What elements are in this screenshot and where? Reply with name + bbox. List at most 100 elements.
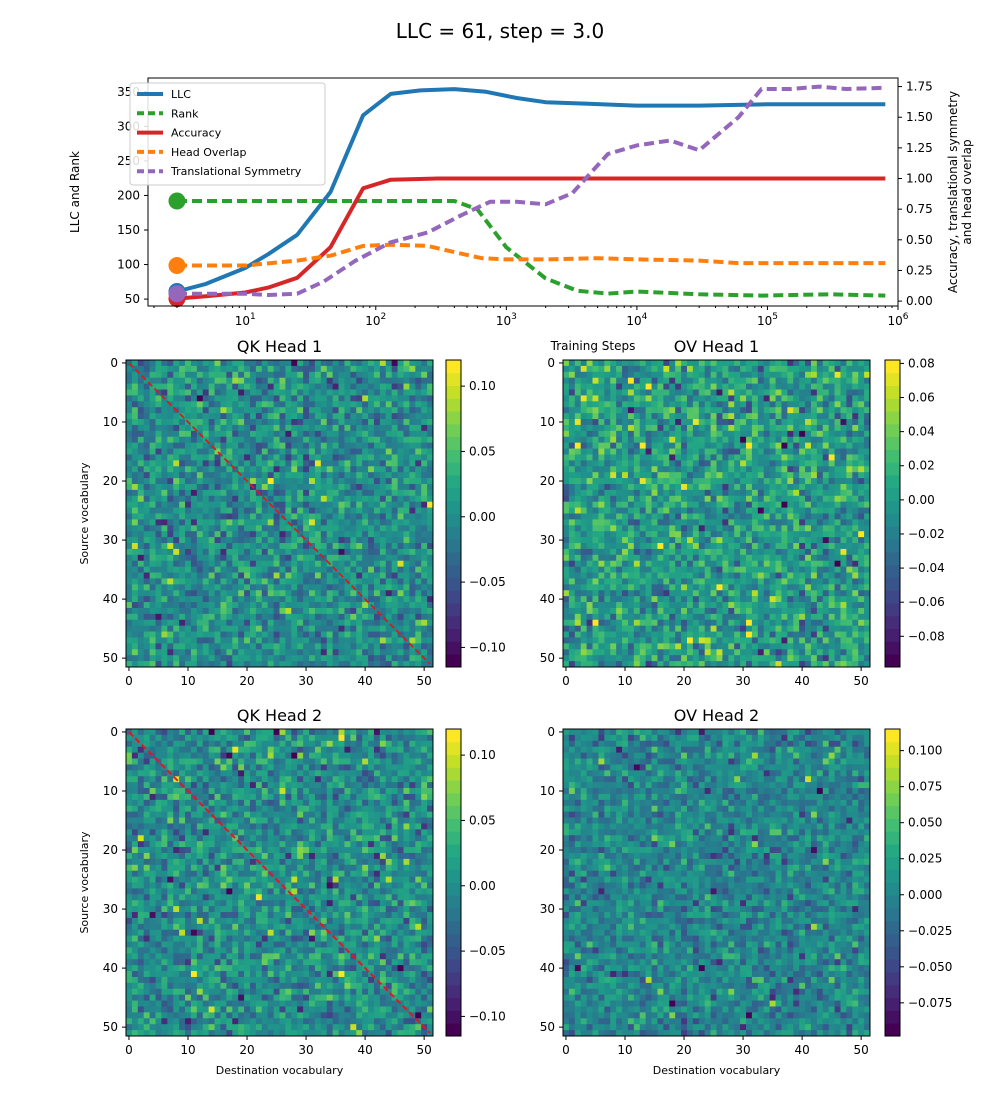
heatmap-cell [350, 442, 357, 449]
heatmap-cell [179, 525, 186, 532]
heatmap-cell [828, 424, 835, 432]
heatmap-cell [291, 590, 298, 597]
heatmap-cell [131, 483, 139, 491]
heatmap-cell [799, 395, 806, 402]
heatmap-cell [563, 436, 570, 444]
heatmap-cell [415, 554, 422, 562]
heatmap-cell [149, 377, 156, 385]
heatmap-cell [746, 413, 753, 420]
heatmap-cell [344, 430, 351, 438]
heatmap-cell [126, 495, 133, 503]
heatmap-cell [149, 371, 156, 379]
heatmap-cell [196, 365, 204, 373]
heatmap-cell [273, 360, 280, 367]
heatmap-cell [214, 602, 221, 609]
heatmap-cell [208, 419, 215, 426]
heatmap-cell [261, 602, 269, 609]
heatmap-cell [297, 454, 304, 461]
heatmap-cell [143, 602, 151, 609]
heatmap-cell [196, 596, 204, 603]
heatmap-cell [126, 407, 133, 414]
colorbar-band [446, 475, 461, 489]
heatmap-cell [810, 554, 818, 562]
heatmap-cell [373, 613, 381, 621]
heatmap-cell [362, 478, 369, 485]
heatmap-cell [592, 525, 599, 532]
heatmap-cell [799, 483, 806, 491]
heatmap-cell [279, 413, 286, 420]
heatmap-cell [291, 419, 298, 426]
heatmap-cell [297, 607, 304, 615]
heatmap-cell [421, 454, 428, 461]
heatmap-cell [757, 537, 765, 544]
heatmap-cell [858, 365, 865, 373]
heatmap-cell [232, 472, 239, 479]
heatmap-cell [167, 501, 174, 508]
heatmap-cell [202, 643, 210, 650]
heatmap-cell [852, 519, 859, 526]
heatmap-cell [563, 560, 570, 568]
heatmap-cell [810, 401, 818, 408]
heatmap-cell [645, 389, 652, 396]
heatmap-cell [143, 578, 151, 585]
heatmap-cell [208, 495, 215, 503]
heatmap-cell [763, 543, 771, 550]
heatmap-cell [368, 525, 375, 532]
heatmap-cell [350, 531, 357, 538]
heatmap-cell [261, 360, 269, 367]
heatmap-cell [226, 419, 233, 426]
heatmap-cell [787, 460, 794, 467]
heatmap-cell [314, 407, 322, 414]
heatmap-cell [604, 478, 611, 485]
heatmap-cell [297, 466, 304, 473]
heatmap-cell [639, 442, 647, 449]
heatmap-cell [627, 483, 635, 491]
heatmap-cell [309, 543, 316, 550]
heatmap-cell [740, 430, 747, 438]
series-marker-translational-symmetry [168, 285, 186, 303]
heatmap-cell [167, 607, 174, 615]
heatmap-cell [775, 424, 782, 432]
heatmap-cell [805, 519, 812, 526]
heatmap-cell [710, 389, 717, 396]
heatmap-cell [362, 436, 369, 444]
heatmap-cell [675, 566, 682, 573]
heatmap-cell [185, 489, 192, 497]
heatmap-cell [126, 501, 133, 508]
heatmap-cell [267, 607, 274, 615]
heatmap-cell [214, 472, 221, 479]
heatmap-cell [810, 472, 818, 479]
heatmap-cell [651, 566, 658, 573]
heatmap-cell [415, 407, 422, 414]
heatmap-cell [143, 607, 151, 615]
heatmap-cell [385, 383, 393, 390]
heatmap-cell [852, 566, 859, 573]
heatmap-cell [757, 401, 765, 408]
colorbar-band [446, 513, 461, 527]
heatmap-cell [244, 584, 251, 591]
heatmap-cell [167, 584, 174, 591]
heatmap-cell [338, 543, 345, 550]
heatmap-cell [303, 655, 310, 662]
heatmap-cell [415, 507, 422, 514]
heatmap-cell [190, 525, 198, 532]
heatmap-cell [751, 519, 759, 526]
heatmap-cell [799, 442, 806, 449]
heatmap-cell [828, 389, 835, 396]
heatmap-cell [751, 590, 759, 597]
heatmap-cell [220, 566, 227, 573]
heatmap-cell [362, 525, 369, 532]
heatmap-cell [740, 584, 747, 591]
heatmap-cell [338, 472, 345, 479]
heatmap-cell [740, 460, 747, 467]
heatmap-cell [244, 483, 251, 491]
heatmap-cell [604, 483, 611, 491]
heatmap-cell [249, 472, 257, 479]
heatmap-cell [126, 560, 133, 568]
heatmap-cell [740, 489, 747, 497]
heatmap-cell [196, 478, 204, 485]
heatmap-cell [137, 578, 145, 585]
heatmap-cell [805, 454, 812, 461]
heatmap-cell [568, 548, 576, 556]
heatmap-cell [592, 548, 599, 556]
